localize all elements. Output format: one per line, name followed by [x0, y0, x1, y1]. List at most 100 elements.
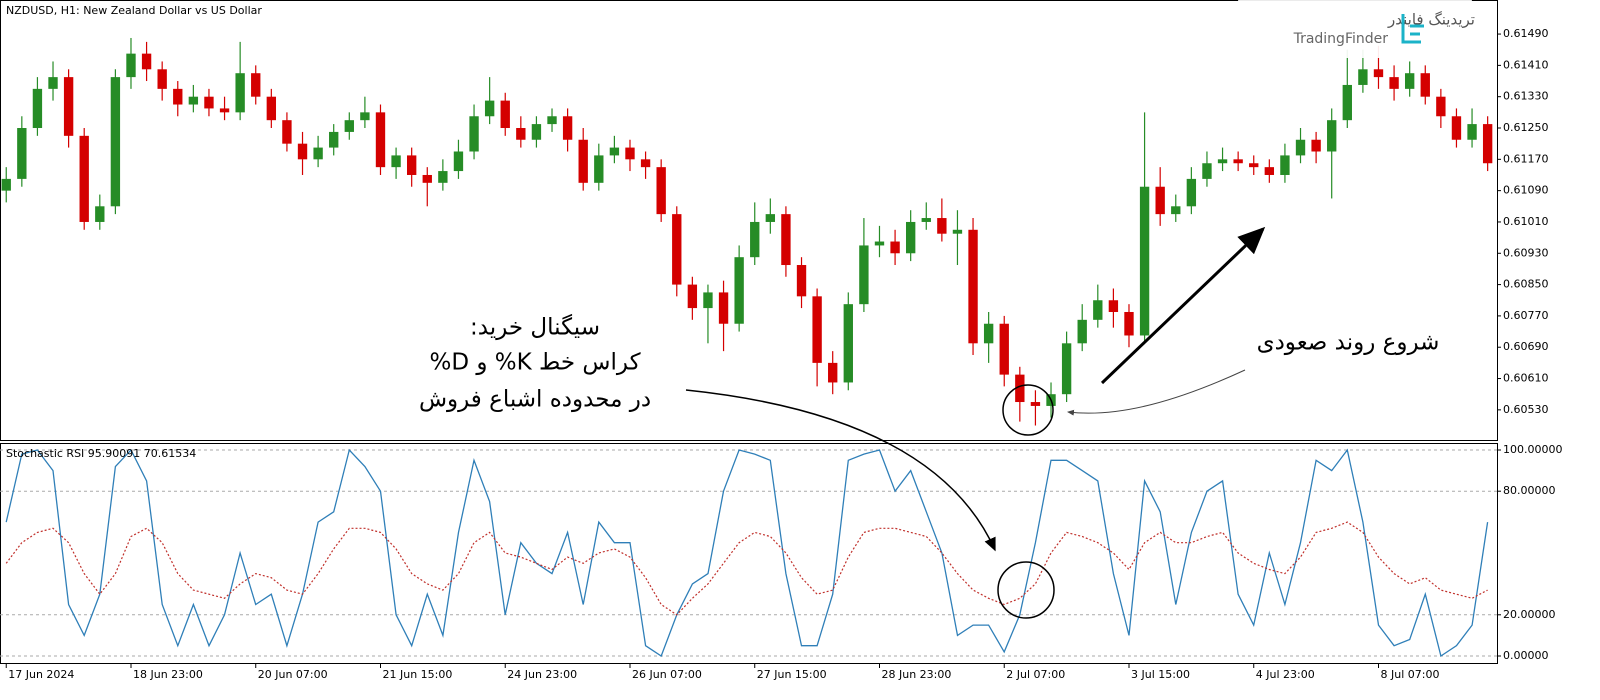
candle-body: [750, 221, 760, 258]
candle-body: [1217, 159, 1228, 164]
candle-body: [781, 214, 791, 266]
x-tick-label: 8 Jul 07:00: [1380, 668, 1439, 681]
candle-body: [297, 143, 308, 160]
highlight-circle: [997, 561, 1055, 619]
candle-body: [999, 323, 1009, 375]
chart-title: NZDUSD, H1: New Zealand Dollar vs US Dol…: [6, 4, 262, 17]
logo-stroke: [1401, 14, 1421, 44]
candle-body: [110, 77, 121, 207]
candle-body: [734, 257, 744, 324]
candle-body: [1436, 96, 1446, 117]
y-tick-label: 80.00000: [1503, 484, 1556, 497]
candle-body: [1233, 159, 1243, 164]
candle-body: [157, 69, 167, 89]
candle-body: [687, 284, 698, 309]
y-tick-label: 0.60770: [1503, 309, 1549, 322]
y-tick-label: 0.61490: [1503, 27, 1549, 40]
candle-body: [937, 218, 947, 234]
candle-body: [63, 77, 74, 136]
candle-body: [828, 362, 838, 383]
candle-body: [453, 151, 464, 172]
candle-body: [625, 147, 635, 160]
annotation: در محدوده اشباع فروش: [419, 387, 651, 413]
watermark-text: TradingFinder: [1293, 31, 1389, 47]
candle-body: [952, 229, 963, 234]
candle-body: [391, 155, 401, 168]
x-tick-label: 20 Jun 07:00: [258, 668, 328, 681]
candle-body: [329, 131, 339, 148]
watermark-logo: [1401, 14, 1424, 44]
candle-body: [1342, 84, 1352, 121]
watermark-text: تریدینگ فایندر: [1387, 11, 1475, 29]
y-tick-label: 0.61330: [1503, 90, 1549, 103]
x-tick-label: 17 Jun 2024: [8, 668, 74, 681]
candle-body: [375, 112, 386, 168]
indicator-panel-frame: [0, 443, 1498, 664]
candle-body: [983, 323, 994, 344]
annotation: سیگنال خرید:: [470, 314, 600, 341]
candle-body: [765, 214, 776, 222]
x-tick-label: 2 Jul 07:00: [1006, 668, 1065, 681]
candle-body: [1139, 186, 1150, 336]
watermark-box: [1238, 0, 1472, 58]
y-tick-label: 0.00000: [1503, 649, 1549, 662]
price-panel-frame: [0, 0, 1498, 441]
highlight-circle: [1002, 384, 1054, 436]
candle-body: [1420, 73, 1430, 97]
candle-body: [796, 265, 807, 297]
candle-body: [438, 171, 448, 183]
indicator-plot: 100.00000 80.00000 20.00000 0.00000 17 Jun 2…: [0, 443, 1563, 681]
candle-body: [1264, 167, 1275, 175]
candle-body: [313, 147, 323, 160]
y-tick-label: 0.61250: [1503, 121, 1549, 134]
candle-body: [95, 206, 105, 222]
candle-body: [1155, 186, 1165, 215]
candle-body: [235, 73, 245, 113]
x-tick-label: 26 Jun 07:00: [632, 668, 702, 681]
candle-body: [48, 77, 58, 89]
candle-body: [1295, 139, 1306, 156]
pointer-arrow: [685, 389, 996, 552]
pointer-arrow: [1067, 369, 1246, 416]
candle-body: [1373, 69, 1384, 78]
candle-body: [1467, 124, 1477, 140]
y-tick-label: 0.60930: [1503, 246, 1549, 259]
y-tick-label: 100.00000: [1503, 443, 1563, 456]
candle-body: [1389, 77, 1399, 89]
candle-body: [1015, 374, 1025, 403]
x-tick-label: 3 Jul 15:00: [1131, 668, 1190, 681]
candle-body: [1093, 300, 1103, 320]
candle-body: [141, 53, 152, 70]
candle-body: [360, 112, 370, 121]
candle-body: [905, 221, 916, 254]
candle-body: [594, 155, 604, 183]
candle-body: [1030, 402, 1041, 406]
candle-body: [344, 120, 354, 132]
candle-body: [609, 147, 620, 156]
candle-body: [204, 96, 214, 109]
annotation: شروع روند صعودی: [1257, 330, 1440, 356]
x-tick-label: 18 Jun 23:00: [133, 668, 203, 681]
x-tick-label: 24 Jun 23:00: [507, 668, 577, 681]
candle-body: [1124, 311, 1134, 336]
candle-body: [1, 178, 11, 191]
indicator-line: [5, 521, 1488, 616]
logo-stroke: [1410, 24, 1424, 36]
candle-body: [1311, 139, 1321, 152]
candle-body: [17, 128, 27, 179]
candle-body: [266, 96, 277, 121]
candle-body: [531, 124, 542, 140]
candle-body: [469, 116, 479, 152]
candle-body: [1327, 120, 1337, 152]
y-tick-label: 20.00000: [1503, 608, 1556, 621]
candle-body: [890, 241, 900, 254]
y-tick-label: 0.61170: [1503, 152, 1549, 165]
x-tick-label: 27 Jun 15:00: [757, 668, 827, 681]
trend-arrow: [1100, 226, 1266, 385]
candle-body: [422, 174, 432, 183]
candle-body: [282, 120, 292, 144]
candle-body: [251, 73, 261, 97]
x-tick-label: 28 Jun 23:00: [881, 668, 951, 681]
candle-body: [921, 218, 931, 222]
